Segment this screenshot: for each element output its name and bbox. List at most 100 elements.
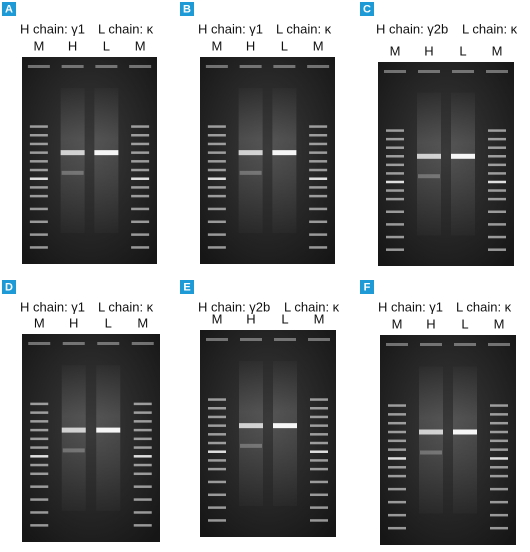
lane-label: L (281, 311, 288, 326)
well (307, 65, 330, 68)
ladder-band (30, 524, 49, 527)
ladder-band (309, 246, 328, 249)
panel-letter: B (183, 3, 191, 15)
ladder-band (309, 168, 328, 172)
panel-letter: A (5, 3, 13, 15)
ladder-band (310, 433, 328, 436)
ladder-band (30, 455, 49, 458)
ladder-band (310, 398, 328, 401)
ladder-band (310, 519, 328, 522)
ladder-band (133, 498, 152, 501)
ladder-band (310, 415, 328, 419)
ladder-band (388, 487, 406, 491)
ladder-band (488, 210, 506, 214)
ladder-band (388, 448, 406, 451)
ladder-band (310, 407, 328, 410)
main-band (60, 150, 85, 156)
lane-label: H (246, 38, 255, 53)
ladder-band (488, 137, 506, 141)
ladder-band (29, 194, 48, 198)
minor-band (62, 448, 85, 453)
ladder-band (490, 526, 508, 530)
ladder-band (488, 146, 506, 149)
well (206, 338, 228, 341)
well (452, 70, 474, 73)
ladder-band (488, 155, 506, 158)
ladder-band (488, 248, 506, 251)
panel-letter: C (363, 3, 371, 15)
lane-label: L (459, 43, 466, 58)
h-chain-label: H chain: γ2b (376, 21, 448, 36)
ladder-band (29, 177, 48, 180)
main-band (96, 427, 121, 433)
ladder-band (208, 480, 226, 484)
ladder-band (29, 134, 48, 137)
ladder-band (490, 457, 508, 460)
ladder-band (310, 424, 328, 427)
h-chain-label: H chain: γ1 (20, 299, 85, 314)
ladder-band (207, 220, 226, 224)
lane-smear (453, 366, 477, 514)
ladder-band (309, 134, 328, 137)
ladder-band (29, 168, 48, 172)
ladder-band (29, 220, 48, 224)
ladder-band (208, 506, 226, 509)
ladder-band (131, 177, 150, 180)
ladder-band (131, 134, 150, 137)
ladder-band (131, 233, 150, 236)
lane-label: M (492, 43, 503, 58)
ladder-band (207, 142, 226, 146)
lane-smear (238, 88, 263, 233)
lane-smear (96, 365, 121, 511)
ladder-band (386, 210, 404, 214)
ladder-band (309, 233, 328, 236)
well (488, 343, 510, 346)
well (131, 342, 154, 345)
panel: EH chain: γ2b L chain: κM H L M (180, 280, 340, 537)
lane-label: M (313, 38, 324, 53)
ladder-band (30, 411, 49, 414)
lane-smear (239, 361, 263, 506)
lane-label: M (137, 315, 148, 330)
ladder-band (207, 177, 226, 180)
ladder-band (488, 163, 506, 167)
lane-smear (61, 365, 86, 511)
lane-smear (419, 366, 443, 514)
lane-label: L (103, 38, 110, 53)
minor-band (61, 170, 84, 175)
ladder-band (488, 172, 506, 175)
ladder-band (386, 163, 404, 167)
ladder-band (133, 420, 152, 423)
ladder-band (29, 142, 48, 146)
ladder-band (388, 457, 406, 460)
ladder-band (30, 498, 49, 501)
ladder-band (30, 402, 49, 406)
lane-label: M (494, 316, 505, 331)
panel: A H chain: γ1 L chain: κ M H L M (2, 2, 157, 264)
ladder-band (207, 160, 226, 163)
panel: B H chain: γ1 L chain: κ M H L M (180, 2, 335, 264)
ladder-band (30, 446, 49, 449)
lane-label: L (461, 316, 468, 331)
ladder-band (30, 420, 49, 423)
ladder-band (386, 180, 404, 184)
ladder-band (208, 415, 226, 419)
ladder-band (386, 235, 404, 239)
well (95, 65, 118, 68)
ladder-band (208, 424, 226, 427)
ladder-band (490, 466, 508, 469)
lane-label: M (392, 316, 403, 331)
ladder-band (388, 466, 406, 469)
main-band (94, 150, 119, 156)
l-chain-label: L chain: κ (284, 299, 340, 314)
ladder-band (131, 168, 150, 172)
ladder-band (30, 472, 49, 476)
panel: F H chain: γ1 L chain: κ M H L M (360, 280, 516, 545)
ladder-band (208, 441, 226, 445)
lane-label: M (135, 38, 146, 53)
ladder-band (309, 160, 328, 163)
ladder-band (131, 125, 150, 128)
lane-label: M (34, 315, 45, 330)
ladder-band (388, 430, 406, 434)
lane-smear (94, 88, 119, 233)
